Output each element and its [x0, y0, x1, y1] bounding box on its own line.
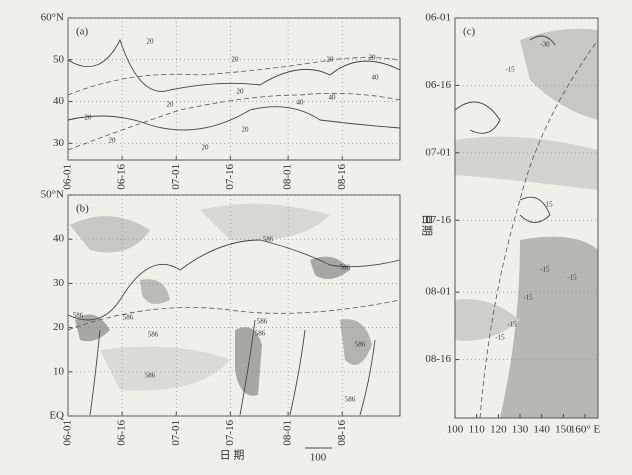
x-tick-label: 07-16 — [224, 420, 236, 446]
contour-label: 586 — [355, 341, 366, 349]
contour-label: 40 — [372, 74, 380, 82]
y-tick-label: 40 — [53, 95, 65, 107]
contour-label: 586 — [73, 312, 84, 320]
x-tick-label: 06-01 — [62, 164, 74, 190]
y-tick-label: 30 — [53, 137, 65, 149]
contour-label: 20 — [369, 54, 377, 62]
arrow-label: 100 — [310, 452, 327, 464]
y-tick-label: 60°N — [41, 12, 64, 24]
y-tick-label: 06-16 — [425, 79, 451, 91]
panel-frame — [67, 17, 401, 161]
x-tick-label: 130 — [512, 424, 529, 436]
x-tick-label: 06-16 — [116, 164, 128, 190]
contour-label: 40 — [297, 99, 305, 107]
x-tick-label: 07-16 — [224, 164, 236, 190]
contour-label: 20 — [327, 56, 335, 64]
x-tick-label: 08-16 — [336, 420, 348, 446]
contour-label: -15 — [540, 266, 550, 274]
panel-label: (c) — [463, 26, 476, 38]
x-tick-label: 150 — [555, 424, 572, 436]
contour-label: -15 — [567, 274, 577, 282]
y-tick-label: 07-01 — [425, 146, 451, 158]
contour-label: 586 — [345, 396, 356, 404]
contour-label: 20 — [232, 56, 240, 64]
contour-label: 586 — [257, 318, 268, 326]
y-axis-title: 日期 — [420, 214, 433, 236]
y-tick-label: 06-01 — [425, 12, 451, 24]
contour-label: 20 — [109, 137, 117, 145]
y-tick-label: 08-16 — [425, 353, 451, 365]
contour-label: 20 — [242, 126, 250, 134]
panel-frame — [454, 17, 599, 419]
y-tick-label: 20 — [53, 321, 65, 333]
contour-label: 40 — [329, 94, 337, 102]
x-tick-label: 140 — [533, 424, 550, 436]
contours — [67, 35, 599, 419]
contour-label: -15 — [543, 201, 553, 209]
y-tick-label: EQ — [49, 410, 64, 422]
contour-label: -15 — [507, 321, 517, 329]
contour-label: 20 — [167, 101, 175, 109]
contour-label: 20 — [202, 144, 210, 152]
x-tick-label: 06-01 — [62, 420, 74, 446]
x-tick-label: 06-16 — [116, 420, 128, 446]
x-tick-label: 07-01 — [170, 164, 182, 190]
y-tick-label: 07-16 — [425, 214, 451, 226]
contour-label: 586 — [255, 330, 266, 338]
contour-label: 586 — [123, 314, 134, 322]
contour-label: 586 — [148, 331, 159, 339]
x-tick-label: 08-16 — [336, 164, 348, 190]
y-tick-label: 30 — [53, 277, 65, 289]
y-tick-label: 40 — [53, 233, 65, 245]
x-axis-title: 日 期 — [220, 449, 245, 462]
y-tick-label: 08-01 — [425, 286, 451, 298]
contour-label: -15 — [523, 294, 533, 302]
x-tick-label: 110 — [469, 424, 486, 436]
contour-label: 20 — [147, 38, 155, 46]
y-tick-label: 10 — [53, 365, 65, 377]
contour-label: 586 — [145, 372, 156, 380]
contour-label: 20 — [85, 114, 93, 122]
y-tick-label: 50 — [53, 53, 65, 65]
x-tick-label: 08-01 — [282, 420, 294, 446]
contour-label: -30 — [540, 41, 550, 49]
x-tick-label: 08-01 — [282, 164, 294, 190]
x-tick-label: 07-01 — [170, 420, 182, 446]
contour-label: 586 — [340, 264, 351, 272]
panel-label: (b) — [76, 203, 89, 215]
contour-label: 20 — [237, 88, 245, 96]
shading-c — [455, 28, 598, 418]
panel-frame — [67, 194, 401, 417]
shading-b — [70, 203, 372, 396]
panel-label: (a) — [76, 26, 89, 38]
y-tick-label: 50°N — [41, 189, 64, 201]
x-tick-label: 120 — [490, 424, 507, 436]
contour-label: 586 — [263, 236, 274, 244]
contour-label: -15 — [495, 334, 505, 342]
x-tick-label: 100 — [447, 424, 464, 436]
x-tick-label: 160° E — [570, 424, 601, 436]
contour-label: -15 — [505, 66, 515, 74]
